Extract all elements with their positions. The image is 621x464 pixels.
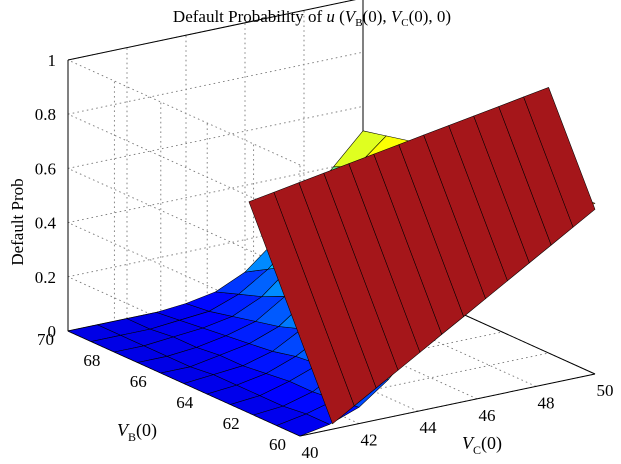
y-tick-label: 70 (37, 330, 54, 349)
z-tick-label: 0.6 (35, 159, 56, 178)
x-tick-label: 42 (361, 431, 378, 450)
grid-line (67, 222, 301, 329)
x-axis-label: VC(0) (462, 433, 502, 457)
y-tick-label: 68 (83, 351, 100, 370)
axis-line (299, 373, 596, 437)
x-tick-label: 44 (420, 418, 438, 437)
z-tick-label: 0.8 (35, 105, 56, 124)
grid-line (67, 167, 301, 274)
z-tick-label: 0.4 (35, 214, 57, 233)
grid-line (67, 276, 301, 383)
surface (67, 87, 596, 437)
grid-line (67, 59, 301, 166)
surface-patch (523, 87, 596, 228)
axis-line (67, 0, 356, 61)
z-axis-label: Default Prob (8, 178, 27, 265)
grid-line (67, 113, 301, 220)
grid-line (67, 51, 364, 115)
chart-title: Default Probability of u (VB(0), VC(0), … (173, 7, 451, 29)
y-tick-label: 64 (176, 393, 194, 412)
x-tick-label: 50 (597, 381, 614, 400)
x-tick-label: 46 (479, 406, 496, 425)
y-tick-label: 62 (223, 414, 240, 433)
grid-line (67, 105, 364, 169)
y-axis-label: VB(0) (117, 420, 157, 444)
z-tick-label: 1 (48, 51, 57, 70)
tick-labels: 40 42 44 46 48 50 60 62 64 66 68 700 0.2 0.4 0.6 0.8 1 (35, 51, 614, 462)
y-tick-label: 66 (130, 372, 147, 391)
x-tick-label: 40 (302, 443, 319, 462)
z-tick-label: 0 (48, 322, 57, 341)
z-tick-label: 0.2 (35, 268, 56, 287)
x-tick-label: 48 (538, 393, 555, 412)
y-tick-label: 60 (269, 435, 286, 454)
